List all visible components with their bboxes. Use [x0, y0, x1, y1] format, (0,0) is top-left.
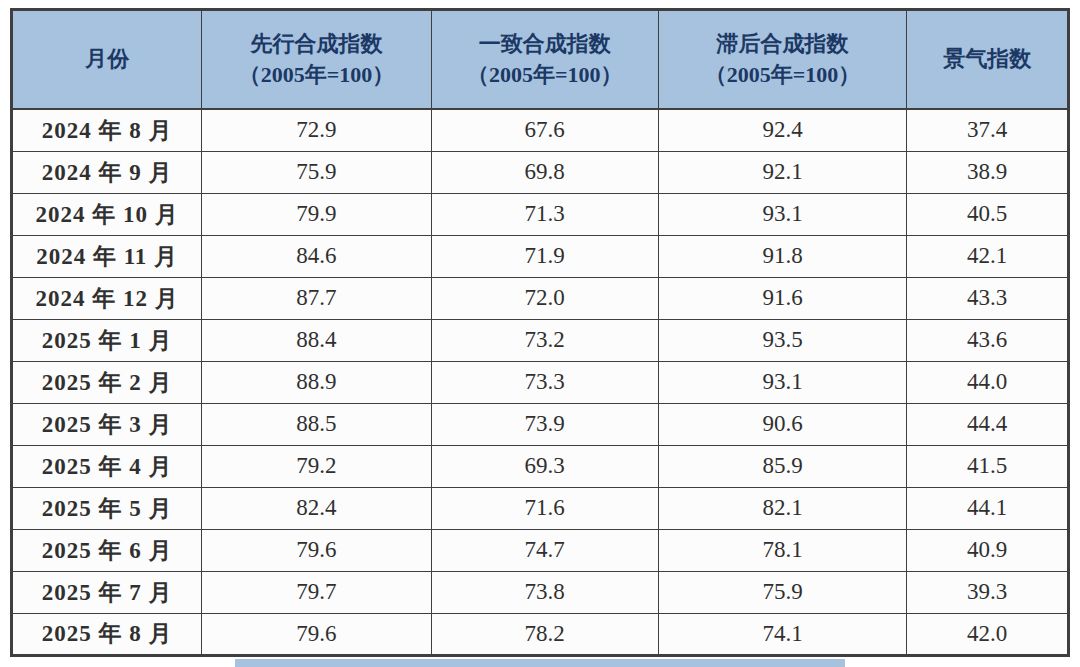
month-cell: 2025 年 4 月 — [12, 445, 202, 487]
table-body: 2024 年 8 月72.967.692.437.42024 年 9 月75.9… — [12, 109, 1069, 655]
value-cell: 73.2 — [431, 319, 658, 361]
value-cell: 44.1 — [907, 487, 1069, 529]
value-cell: 82.1 — [658, 487, 906, 529]
header-sublabel: （2005年=100） — [659, 60, 906, 91]
table-row: 2024 年 9 月75.969.892.138.9 — [12, 151, 1069, 193]
table-row: 2024 年 10 月79.971.393.140.5 — [12, 193, 1069, 235]
header-label: 景气指数 — [907, 44, 1067, 75]
value-cell: 85.9 — [658, 445, 906, 487]
month-cell: 2024 年 10 月 — [12, 193, 202, 235]
header-cell-4: 景气指数 — [907, 10, 1069, 110]
value-cell: 40.5 — [907, 193, 1069, 235]
value-cell: 42.0 — [907, 613, 1069, 655]
month-cell: 2024 年 11 月 — [12, 235, 202, 277]
value-cell: 91.6 — [658, 277, 906, 319]
table-row: 2025 年 2 月88.973.393.144.0 — [12, 361, 1069, 403]
value-cell: 84.6 — [202, 235, 431, 277]
header-label: 先行合成指数 — [202, 29, 430, 60]
table-row: 2025 年 8 月79.678.274.142.0 — [12, 613, 1069, 655]
value-cell: 90.6 — [658, 403, 906, 445]
header-label: 滞后合成指数 — [659, 29, 906, 60]
value-cell: 44.0 — [907, 361, 1069, 403]
value-cell: 37.4 — [907, 109, 1069, 151]
header-cell-0: 月份 — [12, 10, 202, 110]
value-cell: 92.4 — [658, 109, 906, 151]
value-cell: 43.3 — [907, 277, 1069, 319]
header-cell-1: 先行合成指数（2005年=100） — [202, 10, 431, 110]
header-label: 一致合成指数 — [432, 29, 658, 60]
value-cell: 74.1 — [658, 613, 906, 655]
value-cell: 79.2 — [202, 445, 431, 487]
month-cell: 2024 年 9 月 — [12, 151, 202, 193]
header-cell-3: 滞后合成指数（2005年=100） — [658, 10, 906, 110]
table-row: 2025 年 4 月79.269.385.941.5 — [12, 445, 1069, 487]
value-cell: 71.3 — [431, 193, 658, 235]
value-cell: 67.6 — [431, 109, 658, 151]
value-cell: 73.9 — [431, 403, 658, 445]
month-cell: 2024 年 12 月 — [12, 277, 202, 319]
table-row: 2024 年 8 月72.967.692.437.4 — [12, 109, 1069, 151]
month-cell: 2025 年 6 月 — [12, 529, 202, 571]
header-cell-2: 一致合成指数（2005年=100） — [431, 10, 658, 110]
header-sublabel: （2005年=100） — [432, 60, 658, 91]
value-cell: 39.3 — [907, 571, 1069, 613]
value-cell: 69.8 — [431, 151, 658, 193]
month-cell: 2025 年 1 月 — [12, 319, 202, 361]
value-cell: 71.9 — [431, 235, 658, 277]
value-cell: 93.1 — [658, 193, 906, 235]
table-row: 2024 年 11 月84.671.991.842.1 — [12, 235, 1069, 277]
value-cell: 40.9 — [907, 529, 1069, 571]
value-cell: 73.3 — [431, 361, 658, 403]
value-cell: 71.6 — [431, 487, 658, 529]
value-cell: 72.9 — [202, 109, 431, 151]
value-cell: 44.4 — [907, 403, 1069, 445]
value-cell: 88.5 — [202, 403, 431, 445]
value-cell: 69.3 — [431, 445, 658, 487]
value-cell: 74.7 — [431, 529, 658, 571]
value-cell: 88.9 — [202, 361, 431, 403]
table-row: 2025 年 3 月88.573.990.644.4 — [12, 403, 1069, 445]
value-cell: 79.6 — [202, 613, 431, 655]
value-cell: 87.7 — [202, 277, 431, 319]
table-header: 月份先行合成指数（2005年=100）一致合成指数（2005年=100）滞后合成… — [12, 10, 1069, 110]
value-cell: 41.5 — [907, 445, 1069, 487]
value-cell: 75.9 — [202, 151, 431, 193]
value-cell: 93.1 — [658, 361, 906, 403]
header-sublabel: （2005年=100） — [202, 60, 430, 91]
table-row: 2025 年 1 月88.473.293.543.6 — [12, 319, 1069, 361]
value-cell: 79.7 — [202, 571, 431, 613]
table-row: 2024 年 12 月87.772.091.643.3 — [12, 277, 1069, 319]
value-cell: 88.4 — [202, 319, 431, 361]
header-row: 月份先行合成指数（2005年=100）一致合成指数（2005年=100）滞后合成… — [12, 10, 1069, 110]
month-cell: 2025 年 3 月 — [12, 403, 202, 445]
value-cell: 92.1 — [658, 151, 906, 193]
table-row: 2025 年 5 月82.471.682.144.1 — [12, 487, 1069, 529]
value-cell: 91.8 — [658, 235, 906, 277]
index-table: 月份先行合成指数（2005年=100）一致合成指数（2005年=100）滞后合成… — [10, 8, 1070, 657]
value-cell: 72.0 — [431, 277, 658, 319]
header-label: 月份 — [13, 44, 201, 75]
value-cell: 78.1 — [658, 529, 906, 571]
value-cell: 75.9 — [658, 571, 906, 613]
value-cell: 43.6 — [907, 319, 1069, 361]
value-cell: 82.4 — [202, 487, 431, 529]
value-cell: 78.2 — [431, 613, 658, 655]
index-table-container: 月份先行合成指数（2005年=100）一致合成指数（2005年=100）滞后合成… — [10, 8, 1070, 667]
value-cell: 93.5 — [658, 319, 906, 361]
month-cell: 2025 年 2 月 — [12, 361, 202, 403]
value-cell: 42.1 — [907, 235, 1069, 277]
table-row: 2025 年 7 月79.773.875.939.3 — [12, 571, 1069, 613]
table-row: 2025 年 6 月79.674.778.140.9 — [12, 529, 1069, 571]
month-cell: 2025 年 7 月 — [12, 571, 202, 613]
month-cell: 2024 年 8 月 — [12, 109, 202, 151]
bottom-accent-bar — [235, 659, 845, 667]
month-cell: 2025 年 8 月 — [12, 613, 202, 655]
value-cell: 79.6 — [202, 529, 431, 571]
value-cell: 73.8 — [431, 571, 658, 613]
value-cell: 79.9 — [202, 193, 431, 235]
value-cell: 38.9 — [907, 151, 1069, 193]
month-cell: 2025 年 5 月 — [12, 487, 202, 529]
